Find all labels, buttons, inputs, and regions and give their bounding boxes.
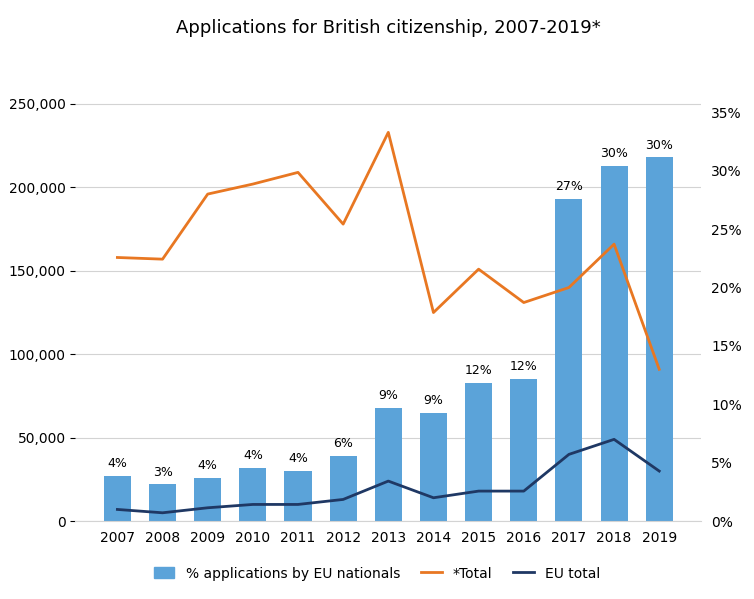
*Total [384, 129, 393, 136]
EU total [520, 488, 529, 495]
EU total [384, 477, 393, 485]
Text: 27%: 27% [555, 180, 583, 193]
EU total [339, 496, 348, 503]
*Total [203, 190, 212, 198]
*Total [113, 254, 122, 261]
Bar [420, 413, 447, 521]
*Total [474, 265, 483, 273]
Bar [375, 408, 402, 521]
Text: 30%: 30% [645, 138, 673, 152]
EU total [113, 506, 122, 513]
*Total [565, 284, 574, 291]
EU total [203, 504, 212, 512]
EU total [565, 451, 574, 458]
EU total [654, 467, 664, 474]
EU total [293, 501, 302, 508]
Text: 6%: 6% [333, 437, 353, 450]
Bar [149, 485, 176, 521]
Text: 4%: 4% [108, 457, 127, 470]
*Total [429, 309, 438, 316]
*Total [339, 220, 348, 228]
Text: 12%: 12% [464, 364, 492, 377]
*Total [293, 169, 302, 176]
Bar [510, 379, 538, 521]
Bar [329, 456, 357, 521]
Bar [284, 471, 311, 521]
EU total [429, 494, 438, 501]
EU total [158, 509, 167, 516]
EU total [248, 501, 257, 508]
EU total [474, 488, 483, 495]
*Total [158, 256, 167, 263]
Text: 4%: 4% [198, 459, 218, 472]
*Total [609, 241, 618, 248]
Bar [104, 476, 131, 521]
Text: 4%: 4% [288, 452, 308, 465]
Bar [556, 199, 583, 521]
Text: 4%: 4% [243, 449, 263, 462]
Bar [600, 166, 627, 521]
*Total [520, 299, 529, 306]
Line: EU total: EU total [118, 439, 659, 513]
Bar [645, 158, 673, 521]
Bar [465, 383, 492, 521]
Text: 12%: 12% [510, 361, 538, 373]
Legend: % applications by EU nationals, *Total, EU total: % applications by EU nationals, *Total, … [148, 561, 606, 586]
Text: 9%: 9% [379, 389, 398, 402]
*Total [248, 180, 257, 187]
Title: Applications for British citizenship, 2007-2019*: Applications for British citizenship, 20… [176, 19, 601, 37]
Text: 30%: 30% [600, 147, 628, 160]
Text: 9%: 9% [424, 394, 443, 407]
*Total [654, 365, 664, 373]
Line: *Total: *Total [118, 132, 659, 369]
Text: 3%: 3% [152, 465, 173, 479]
Bar [239, 468, 266, 521]
EU total [609, 435, 618, 443]
Bar [194, 478, 221, 521]
